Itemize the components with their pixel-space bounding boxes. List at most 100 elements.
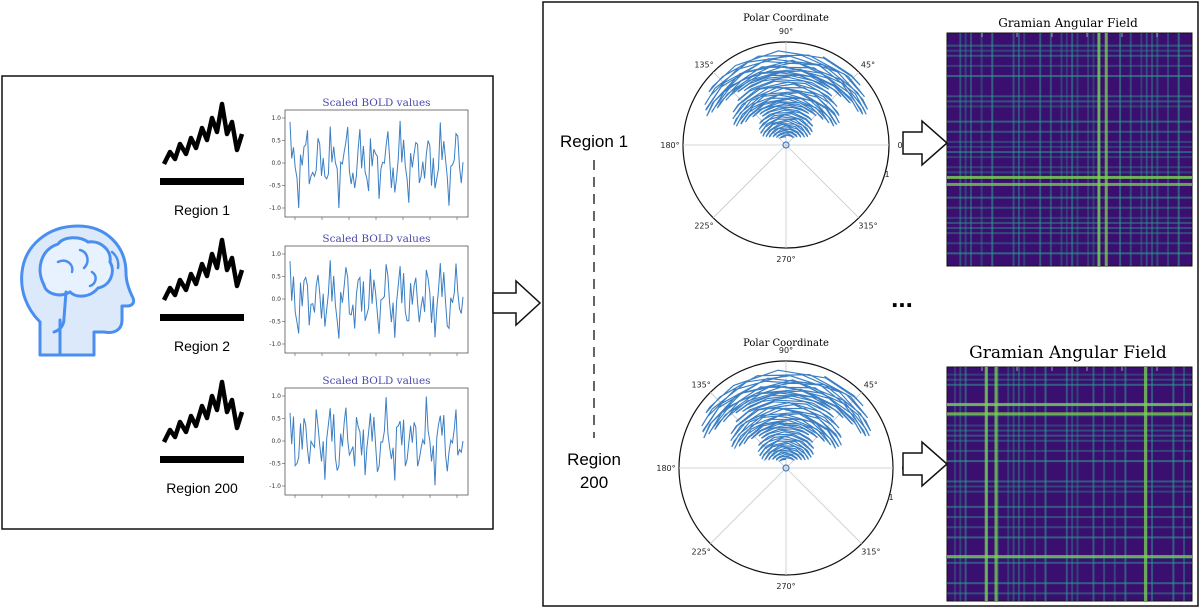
region-label: Region 200 — [166, 480, 238, 496]
gaf-horizontal-band — [947, 44, 1192, 47]
gaf-vertical-band — [1092, 367, 1095, 601]
ellipsis-label: ... — [891, 283, 913, 313]
y-tick-label: 1.0 — [271, 393, 281, 400]
y-tick-label: 0.0 — [271, 438, 281, 445]
gaf-horizontal-band — [947, 64, 1192, 67]
gaf-vertical-band — [1119, 33, 1122, 266]
left-region-1: Region 1 Scaled BOLD values 1.0 0.5 0.0 -0.5 -… — [160, 97, 469, 220]
gaf-vertical-band — [1156, 33, 1159, 266]
gaf-horizontal-band — [947, 221, 1192, 224]
gaf-bright-horizontal — [947, 402, 1192, 406]
polar-angle-label: 315° — [858, 222, 877, 231]
gaf-horizontal-band — [947, 49, 1192, 52]
gaf-horizontal-band — [947, 383, 1192, 386]
y-tick-label: 0.0 — [271, 160, 281, 167]
gaf-horizontal-band — [947, 424, 1192, 427]
polar-angle-label: 135° — [694, 60, 713, 69]
gaf-horizontal-band — [947, 582, 1192, 585]
gaf-vertical-band — [1076, 367, 1079, 601]
gaf-horizontal-band — [947, 242, 1192, 245]
gaf-vertical-band — [991, 33, 994, 266]
gaf-vertical-band — [1076, 33, 1079, 266]
gaf-horizontal-band — [947, 120, 1192, 123]
polar-angle-label: 0° — [897, 141, 906, 150]
gaf-vertical-band — [1113, 367, 1116, 601]
bold-signal-line — [289, 396, 464, 486]
polar-angle-label: 45° — [864, 381, 878, 390]
polar-angle-label: 225° — [692, 547, 711, 556]
gaf-horizontal-band — [947, 414, 1192, 417]
polar-trajectory-line — [704, 50, 869, 139]
right-region-1-label: Region 1 — [560, 132, 628, 151]
gaf-horizontal-band — [947, 536, 1192, 539]
gaf-vertical-band — [1167, 33, 1170, 266]
gaf-vertical-band — [1012, 367, 1015, 601]
gaf-horizontal-band — [947, 75, 1192, 78]
bold-plot-title: Scaled BOLD values — [322, 233, 430, 245]
gaf-vertical-band — [1007, 367, 1010, 601]
gaf-bright-vertical — [994, 367, 998, 601]
left-region-3: Region 200 Scaled BOLD values 1.0 0.5 0.0 -0.… — [160, 375, 469, 498]
gaf-vertical-band — [1172, 367, 1175, 601]
gaf-bright-horizontal — [947, 182, 1192, 186]
polar-angle-label: 180° — [656, 464, 675, 473]
gaf-vertical-band — [964, 367, 967, 601]
signal-baseline-bar — [160, 456, 244, 463]
polar-center-marker — [782, 464, 790, 472]
gaf-vertical-band — [1145, 33, 1148, 266]
y-tick-label: 1.0 — [271, 251, 281, 258]
right-region-200-label-line1: Region — [567, 450, 621, 469]
y-tick-label: 0.0 — [271, 296, 281, 303]
gaf-horizontal-band — [947, 449, 1192, 452]
signal-baseline-bar — [160, 178, 244, 185]
gaf-vertical-band — [1183, 367, 1186, 601]
gaf-vertical-band — [1103, 367, 1106, 601]
gaf-horizontal-band — [947, 485, 1192, 488]
gaf-bright-vertical — [984, 367, 988, 601]
polar-plot-top: Polar Coordinate 90° 45° 0° 315° 270° 225° 180°… — [660, 13, 906, 264]
y-tick-label: 0.5 — [271, 416, 281, 423]
polar-plot-bottom: Polar Coordinate90°45°0°315°270°225°180°… — [656, 338, 910, 591]
polar-radial-tick: 1 — [884, 170, 889, 179]
polar-radial-tick: 1 — [888, 493, 893, 502]
gaf-horizontal-band — [947, 105, 1192, 108]
gaf-horizontal-band — [947, 378, 1192, 381]
gaf-vertical-band — [1140, 33, 1143, 266]
gaf-bright-horizontal — [947, 555, 1192, 559]
gaf-bright-vertical — [1104, 33, 1108, 266]
polar-angle-label: 90° — [779, 27, 793, 36]
gaf-horizontal-band — [947, 439, 1192, 442]
polar-angle-label: 315° — [861, 547, 880, 556]
gaf-bright-vertical — [1143, 367, 1147, 601]
gaf-horizontal-band — [947, 429, 1192, 432]
polar-angle-label: 90° — [779, 346, 793, 355]
gaf-arrow-bottom-icon — [902, 440, 949, 488]
gaf-vertical-band — [1124, 367, 1127, 601]
gaf-vertical-band — [980, 33, 983, 266]
gaf-horizontal-band — [947, 206, 1192, 209]
gaf-horizontal-band — [947, 434, 1192, 437]
gaf-background — [946, 366, 1193, 602]
polar-angle-label: 135° — [692, 381, 711, 390]
bold-plot-title: Scaled BOLD values — [322, 97, 430, 109]
y-tick-label: -1.0 — [269, 483, 281, 490]
right-region-200-label-line2: 200 — [580, 473, 608, 492]
gaf-horizontal-band — [947, 460, 1192, 463]
region-label: Region 1 — [174, 202, 230, 218]
gaf-vertical-band — [1017, 33, 1020, 266]
gaf-vertical-band — [1151, 33, 1154, 266]
gaf-horizontal-band — [947, 171, 1192, 174]
polar-plot-title: Polar Coordinate — [743, 13, 829, 24]
signal-sparkline-icon — [161, 237, 245, 302]
gaf-vertical-band — [969, 33, 972, 266]
region-label: Region 2 — [174, 338, 230, 354]
gaf-arrow-top-icon — [902, 119, 949, 167]
signal-baseline-bar — [160, 314, 244, 321]
gaf-horizontal-band — [947, 100, 1192, 103]
gaf-horizontal-band — [947, 216, 1192, 219]
polar-angle-label: 270° — [776, 255, 795, 264]
gaf-vertical-band — [953, 367, 956, 601]
gaf-bright-vertical — [1097, 33, 1101, 266]
gaf-horizontal-band — [947, 232, 1192, 235]
